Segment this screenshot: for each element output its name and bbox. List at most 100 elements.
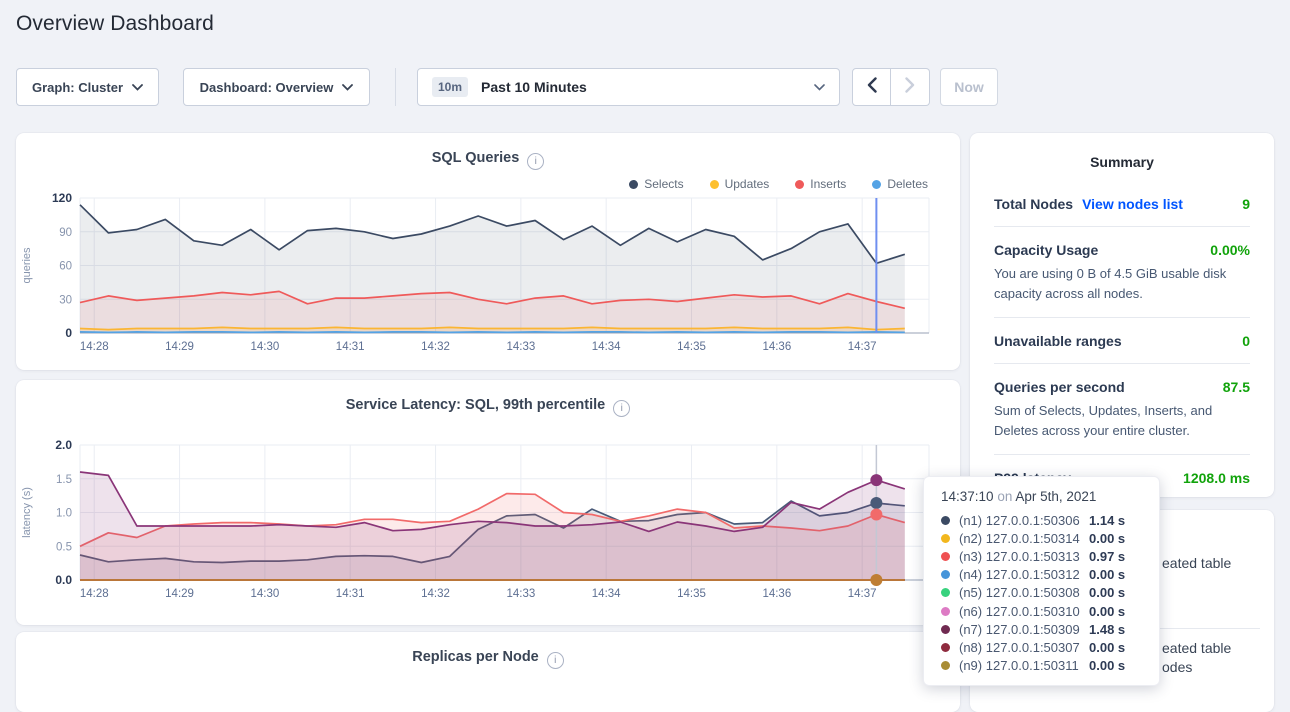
summary-value: 87.5 <box>1223 379 1250 395</box>
svg-text:14:34: 14:34 <box>592 341 621 353</box>
node-color-dot-icon <box>941 643 950 652</box>
info-icon[interactable]: i <box>613 400 630 417</box>
now-button[interactable]: Now <box>940 68 998 106</box>
tooltip-node-row: (n1) 127.0.0.1:503061.14 s <box>937 511 1149 529</box>
svg-text:120: 120 <box>52 191 72 205</box>
node-latency-value: 1.48 s <box>1089 622 1125 637</box>
graph-selector-label: Graph: Cluster <box>32 80 123 95</box>
info-icon[interactable]: i <box>547 652 564 669</box>
event-text-fragment: eated table <box>1162 640 1231 656</box>
legend-dot-icon <box>872 180 881 189</box>
tooltip-node-row: (n5) 127.0.0.1:503080.00 s <box>937 584 1149 602</box>
summary-value: 0.00% <box>1210 242 1250 258</box>
node-address: (n2) 127.0.0.1:50314 <box>959 531 1089 546</box>
legend-item: Updates <box>710 177 770 191</box>
node-color-dot-icon <box>941 588 950 597</box>
svg-text:latency (s): latency (s) <box>21 487 33 538</box>
legend-item: Deletes <box>872 177 928 191</box>
tooltip-node-row: (n8) 127.0.0.1:503070.00 s <box>937 638 1149 656</box>
tooltip-node-row: (n3) 127.0.0.1:503130.97 s <box>937 547 1149 565</box>
view-nodes-list-link[interactable]: View nodes list <box>1082 196 1183 212</box>
svg-text:14:34: 14:34 <box>592 588 621 600</box>
legend-dot-icon <box>629 180 638 189</box>
svg-text:14:37: 14:37 <box>848 341 877 353</box>
event-text-fragment: eated table <box>1162 555 1231 571</box>
node-color-dot-icon <box>941 552 950 561</box>
chevron-down-icon <box>342 84 353 91</box>
summary-row-unavailable-ranges: Unavailable ranges 0 <box>994 318 1250 364</box>
node-color-dot-icon <box>941 607 950 616</box>
summary-label: Queries per second <box>994 379 1125 395</box>
svg-text:14:30: 14:30 <box>250 588 279 600</box>
sql-queries-chart[interactable]: 14:2814:2914:3014:3114:3214:3314:3414:35… <box>16 190 960 365</box>
svg-text:14:28: 14:28 <box>80 588 109 600</box>
tooltip-time: 14:37:10 <box>941 489 994 504</box>
svg-text:14:29: 14:29 <box>165 341 194 353</box>
node-color-dot-icon <box>941 516 950 525</box>
chevron-left-icon <box>867 77 877 98</box>
svg-text:14:31: 14:31 <box>336 341 365 353</box>
svg-text:14:35: 14:35 <box>677 341 706 353</box>
node-color-dot-icon <box>941 661 950 670</box>
svg-text:14:37: 14:37 <box>848 588 877 600</box>
time-step-buttons <box>852 68 930 106</box>
svg-text:14:28: 14:28 <box>80 341 109 353</box>
legend-label: Selects <box>644 177 683 191</box>
prev-time-button[interactable] <box>852 68 891 106</box>
node-address: (n5) 127.0.0.1:50308 <box>959 585 1089 600</box>
dashboard-selector-button[interactable]: Dashboard: Overview <box>183 68 370 106</box>
svg-text:14:33: 14:33 <box>506 588 535 600</box>
page-title: Overview Dashboard <box>16 12 214 36</box>
node-color-dot-icon <box>941 625 950 634</box>
svg-text:14:36: 14:36 <box>762 588 791 600</box>
legend-dot-icon <box>795 180 804 189</box>
info-icon[interactable]: i <box>527 153 544 170</box>
node-color-dot-icon <box>941 534 950 543</box>
summary-value: 1208.0 ms <box>1183 470 1250 486</box>
node-address: (n8) 127.0.0.1:50307 <box>959 640 1089 655</box>
sql-queries-card: SQL Queriesi SelectsUpdatesInsertsDelete… <box>16 133 960 370</box>
dashboard-selector-label: Dashboard: Overview <box>200 80 334 95</box>
svg-text:30: 30 <box>59 294 72 306</box>
next-time-button[interactable] <box>891 68 930 106</box>
node-latency-value: 0.00 s <box>1089 531 1125 546</box>
graph-selector-button[interactable]: Graph: Cluster <box>16 68 159 106</box>
summary-value: 0 <box>1242 333 1250 349</box>
tooltip-date: Apr 5th, 2021 <box>1015 489 1096 504</box>
legend-label: Updates <box>725 177 770 191</box>
time-range-label: Past 10 Minutes <box>481 79 814 95</box>
tooltip-node-row: (n7) 127.0.0.1:503091.48 s <box>937 620 1149 638</box>
legend-dot-icon <box>710 180 719 189</box>
service-latency-chart[interactable]: 14:2814:2914:3014:3114:3214:3314:3414:35… <box>16 437 960 612</box>
summary-description: You are using 0 B of 4.5 GiB usable disk… <box>994 264 1250 303</box>
summary-title: Summary <box>994 154 1250 170</box>
service-latency-card: Service Latency: SQL, 99th percentilei 1… <box>16 380 960 625</box>
divider <box>395 68 396 106</box>
svg-text:14:30: 14:30 <box>250 341 279 353</box>
time-range-badge: 10m <box>432 77 468 97</box>
legend-item: Selects <box>629 177 683 191</box>
summary-row-queries-per-second: Queries per second 87.5 Sum of Selects, … <box>994 364 1250 455</box>
svg-text:0.0: 0.0 <box>55 573 72 587</box>
summary-row-capacity-usage: Capacity Usage 0.00% You are using 0 B o… <box>994 227 1250 318</box>
chart-title: Replicas per Node <box>412 649 539 665</box>
svg-text:2.0: 2.0 <box>55 438 72 452</box>
svg-text:1.5: 1.5 <box>56 474 72 486</box>
controls-bar: Graph: Cluster Dashboard: Overview 10m P… <box>16 68 1274 106</box>
summary-label: Unavailable ranges <box>994 333 1122 349</box>
chart-title: SQL Queries <box>432 150 520 166</box>
chevron-right-icon <box>905 77 915 98</box>
node-address: (n1) 127.0.0.1:50306 <box>959 513 1089 528</box>
node-latency-value: 1.14 s <box>1089 513 1125 528</box>
svg-text:0: 0 <box>65 326 72 340</box>
summary-row-total-nodes: Total Nodes View nodes list 9 <box>994 181 1250 227</box>
tooltip-node-row: (n2) 127.0.0.1:503140.00 s <box>937 529 1149 547</box>
chart-legend: SelectsUpdatesInsertsDeletes <box>603 177 928 191</box>
node-latency-value: 0.00 s <box>1089 585 1125 600</box>
node-latency-value: 0.00 s <box>1089 658 1125 673</box>
time-range-picker[interactable]: 10m Past 10 Minutes <box>417 68 840 106</box>
chevron-down-icon <box>132 84 143 91</box>
legend-label: Deletes <box>887 177 928 191</box>
svg-text:14:35: 14:35 <box>677 588 706 600</box>
svg-text:60: 60 <box>59 261 72 273</box>
